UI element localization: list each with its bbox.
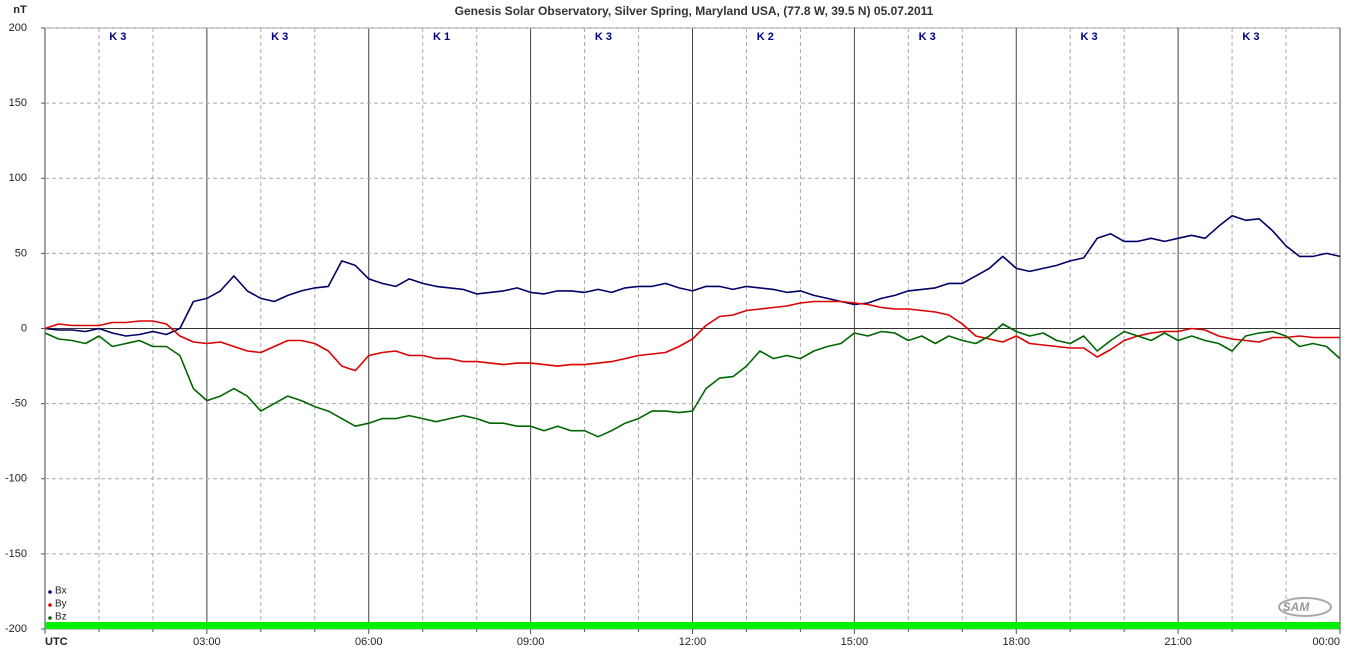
- k-index: K 2: [757, 31, 774, 43]
- y-tick-label: -200: [5, 623, 27, 635]
- y-tick-label: 200: [9, 22, 27, 34]
- x-tick-label: 21:00: [1164, 636, 1192, 648]
- series-line: [44, 215, 1341, 337]
- legend-label: By: [55, 599, 67, 610]
- k-index: K 3: [1081, 31, 1098, 43]
- k-index: K 3: [109, 31, 126, 43]
- logo: SAM: [1278, 597, 1332, 617]
- legend-swatch: [48, 590, 52, 594]
- k-index: K 3: [919, 31, 936, 43]
- legend-swatch: [48, 603, 52, 607]
- x-tick-label: 15:00: [841, 636, 869, 648]
- x-tick-label: 09:00: [517, 636, 545, 648]
- k-index: K 3: [271, 31, 288, 43]
- y-tick-label: 0: [21, 322, 27, 334]
- logo-text: SAM: [1283, 600, 1311, 614]
- legend-label: Bx: [55, 586, 67, 597]
- k-index: K 1: [433, 31, 450, 43]
- legend-label: Bz: [55, 612, 67, 623]
- y-tick-label: 150: [9, 97, 27, 109]
- x-tick-label: 12:00: [679, 636, 707, 648]
- x-tick-label: 00:00: [1312, 636, 1340, 648]
- y-tick-label: 50: [15, 247, 27, 259]
- x-tick-label: 18:00: [1002, 636, 1030, 648]
- x-tick-label: UTC: [45, 636, 68, 648]
- coverage-bar: [45, 622, 1340, 629]
- k-index: K 3: [595, 31, 612, 43]
- y-tick-label: -100: [5, 473, 27, 485]
- k-index: K 3: [1242, 31, 1259, 43]
- legend-swatch: [48, 616, 52, 620]
- chart-title: Genesis Solar Observatory, Silver Spring…: [455, 4, 934, 18]
- series-line: [44, 300, 1340, 372]
- y-tick-label: -150: [5, 548, 27, 560]
- y-tick-label: 100: [9, 172, 27, 184]
- logo-ring: [1278, 597, 1332, 617]
- x-tick-label: 06:00: [355, 636, 383, 648]
- y-axis-label: nT: [13, 4, 27, 16]
- x-tick-label: 03:00: [193, 636, 221, 648]
- y-tick-label: -50: [11, 398, 27, 410]
- series-line: [44, 323, 1341, 438]
